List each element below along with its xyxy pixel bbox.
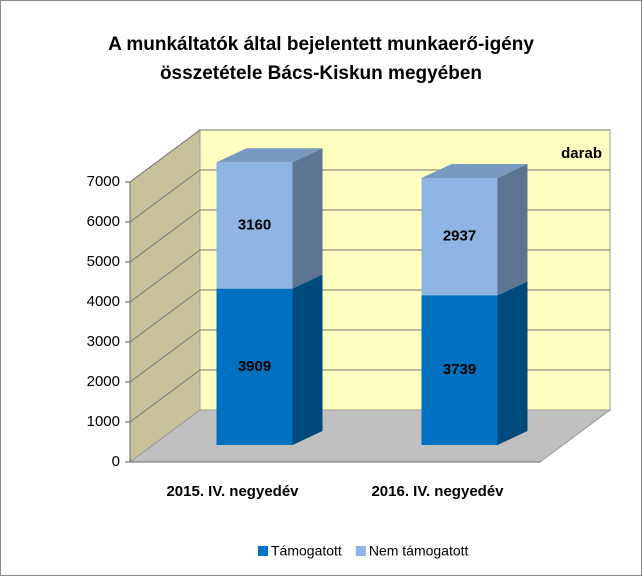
y-tick-label: 3000 [87,333,120,350]
value-label: 3909 [238,358,271,375]
bar-side [292,274,323,445]
y-tick-label: 5000 [87,253,120,270]
bar-segment [421,177,498,296]
legend-label: Nem támogatott [369,543,469,559]
grid-line [129,129,610,183]
chart-title: A munkáltatók által bejelentett munkaerő… [108,34,534,55]
bar-segment [421,295,498,445]
floor [128,409,612,463]
y-tick-label: 1000 [87,413,120,430]
bar-top [421,163,528,178]
bar-side [292,148,323,289]
y-tick-label: 0 [112,453,120,470]
legend-swatch [258,546,268,556]
bar-segment [216,288,293,445]
side-wall [129,129,201,463]
legend-label: Támogatott [271,543,342,559]
value-label: 3739 [443,361,476,378]
bar-side [497,281,528,445]
x-tick-label: 2015. IV. negyedév [166,483,299,500]
legend-swatch [355,546,366,556]
chart-title: összetétele Bács-Kiskun megyében [160,63,482,84]
y-tick-label: 6000 [87,213,120,230]
bar-side [497,163,528,296]
value-label: 3160 [238,216,271,233]
bar-segment [216,162,293,289]
y-tick-label: 2000 [87,373,120,390]
bar-top [216,148,323,163]
y-tick-label: 4000 [87,293,120,310]
y-tick-label: 7000 [87,173,120,190]
x-tick-label: 2016. IV. negyedév [371,483,504,500]
unit-label: darab [561,145,602,162]
value-label: 2937 [443,228,476,245]
